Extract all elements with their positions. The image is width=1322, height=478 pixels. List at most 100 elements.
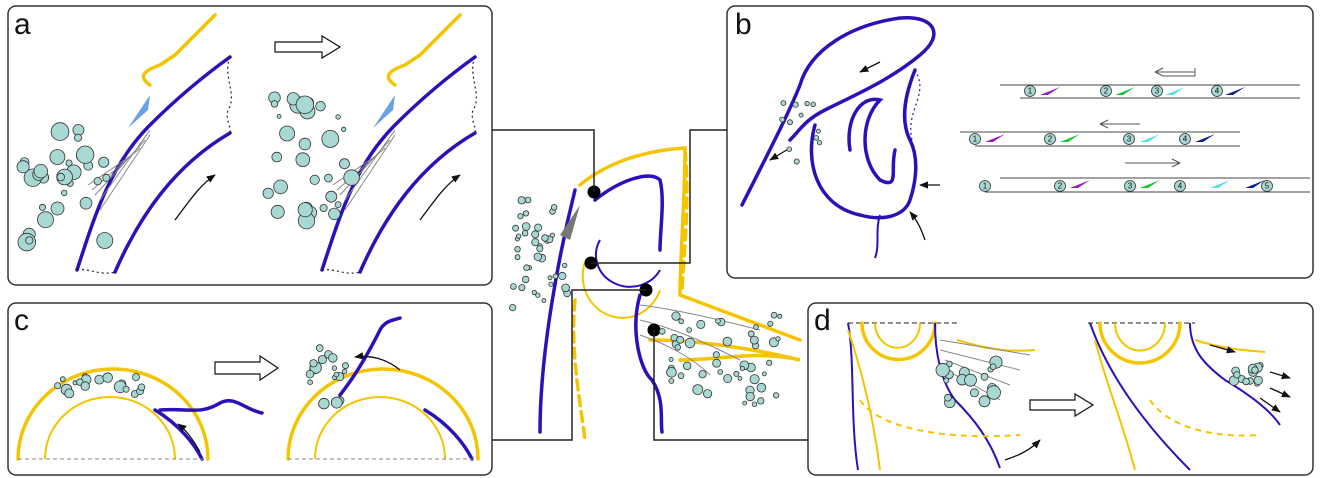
marker-number: 2 bbox=[1058, 182, 1063, 191]
figure: a b c d 1234123412345 bbox=[0, 0, 1322, 478]
particle bbox=[138, 384, 145, 391]
particle bbox=[774, 393, 779, 398]
particle bbox=[57, 173, 65, 181]
marker-number: 2 bbox=[1104, 87, 1109, 96]
panel-c bbox=[8, 303, 492, 475]
particle bbox=[517, 234, 521, 238]
particle bbox=[757, 383, 766, 392]
particle bbox=[336, 115, 341, 120]
particle bbox=[511, 284, 517, 290]
particle bbox=[743, 401, 747, 405]
particle bbox=[39, 204, 45, 210]
particle bbox=[987, 386, 1001, 400]
particle bbox=[274, 180, 288, 194]
particle bbox=[549, 282, 553, 286]
particle bbox=[979, 396, 990, 407]
particle bbox=[518, 197, 525, 204]
particle bbox=[95, 375, 104, 384]
marker-number: 1 bbox=[973, 135, 978, 144]
particle bbox=[559, 272, 566, 279]
particle bbox=[723, 337, 732, 346]
marker-number: 1 bbox=[1028, 87, 1033, 96]
particle bbox=[60, 377, 65, 382]
particle bbox=[26, 237, 33, 244]
particle bbox=[329, 208, 341, 220]
particle bbox=[519, 285, 525, 291]
particle bbox=[713, 359, 721, 367]
particle bbox=[334, 372, 339, 377]
panel-d bbox=[808, 303, 1313, 475]
particle bbox=[811, 102, 816, 107]
particle bbox=[296, 153, 310, 167]
panel-label: b bbox=[735, 8, 752, 41]
particle bbox=[734, 371, 739, 376]
particle bbox=[669, 357, 673, 361]
marker-number: 2 bbox=[1048, 135, 1053, 144]
particle bbox=[99, 157, 109, 167]
particle bbox=[1252, 367, 1259, 374]
particle bbox=[532, 290, 536, 294]
particle bbox=[97, 233, 113, 249]
particle bbox=[793, 102, 798, 107]
particle bbox=[326, 191, 337, 202]
particle bbox=[306, 370, 314, 378]
particle bbox=[675, 345, 681, 351]
particle bbox=[132, 374, 139, 381]
panel-b bbox=[727, 6, 1313, 278]
particle bbox=[522, 223, 530, 231]
particle bbox=[780, 117, 785, 122]
panel-a bbox=[8, 6, 492, 285]
particle bbox=[713, 352, 719, 358]
particle bbox=[752, 402, 757, 407]
particle bbox=[51, 202, 64, 215]
particle bbox=[308, 380, 313, 385]
particle bbox=[778, 314, 782, 318]
particle bbox=[534, 253, 542, 261]
particle bbox=[738, 376, 742, 380]
particle bbox=[310, 175, 319, 184]
particle bbox=[316, 101, 326, 111]
particle bbox=[970, 389, 978, 397]
particle bbox=[280, 126, 295, 141]
particle bbox=[343, 363, 349, 369]
particle bbox=[94, 178, 101, 185]
particle bbox=[340, 159, 350, 169]
particle bbox=[659, 329, 665, 335]
particle bbox=[672, 312, 680, 320]
marker-number: 4 bbox=[1215, 87, 1220, 96]
particle bbox=[816, 129, 820, 133]
particle bbox=[532, 231, 539, 238]
particle bbox=[679, 319, 684, 324]
particle bbox=[550, 233, 554, 237]
particle bbox=[750, 336, 758, 344]
particle bbox=[532, 239, 539, 246]
particle bbox=[298, 203, 312, 217]
particle bbox=[981, 373, 988, 380]
particle bbox=[316, 345, 323, 352]
particle bbox=[750, 375, 759, 384]
particle bbox=[754, 325, 759, 330]
particle bbox=[51, 123, 69, 141]
particle bbox=[1243, 378, 1250, 385]
particle bbox=[794, 159, 799, 164]
particle bbox=[716, 319, 721, 324]
particle bbox=[553, 274, 558, 279]
particle bbox=[537, 246, 543, 252]
marker-number: 1 bbox=[983, 182, 988, 191]
particle bbox=[38, 212, 54, 228]
particle bbox=[342, 127, 346, 131]
particle bbox=[344, 170, 360, 186]
particle bbox=[817, 141, 821, 145]
particle bbox=[320, 204, 327, 211]
particle bbox=[518, 214, 523, 219]
marker-number: 3 bbox=[1127, 135, 1132, 144]
particle bbox=[683, 362, 691, 370]
particle bbox=[325, 174, 333, 182]
particle bbox=[123, 386, 129, 392]
particle bbox=[524, 265, 530, 271]
particle bbox=[535, 224, 542, 231]
particle bbox=[687, 328, 692, 333]
particle bbox=[678, 373, 684, 379]
particle bbox=[699, 371, 706, 378]
particle bbox=[965, 374, 977, 386]
